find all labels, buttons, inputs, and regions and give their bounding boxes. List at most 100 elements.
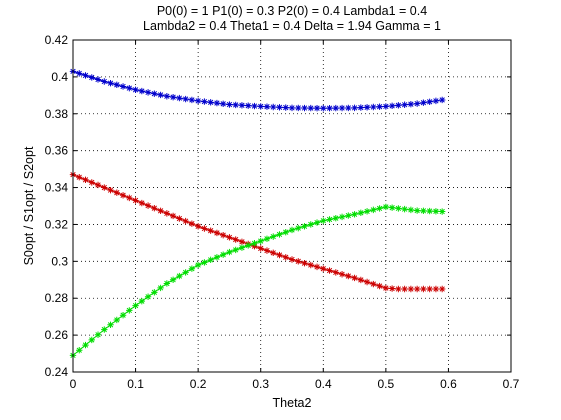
series-3-point <box>320 217 327 224</box>
series-3-point <box>357 209 365 217</box>
series-2-point <box>288 256 296 263</box>
series-3-point <box>288 226 296 234</box>
series-1-point <box>295 104 302 112</box>
series-1-point <box>307 104 314 112</box>
series-3-point <box>401 205 408 213</box>
series-3-point <box>107 321 114 328</box>
series-1-point <box>420 99 427 106</box>
series-2-point <box>113 189 120 196</box>
y-axis-label: S0opt / S1opt / S2opt <box>22 146 36 265</box>
series-3-point <box>413 207 421 214</box>
series-2-point <box>257 245 264 252</box>
series-3-point <box>88 336 95 344</box>
series-3-point <box>101 326 108 333</box>
series-2-point <box>88 179 95 186</box>
series-2-point <box>363 278 371 286</box>
series-1-point <box>288 104 296 112</box>
series-2-point <box>182 217 189 225</box>
series-3-point <box>163 280 171 287</box>
series-2-point <box>276 251 283 259</box>
series-2-point <box>388 285 396 292</box>
series-2-point <box>270 249 277 257</box>
series-2-point <box>226 234 233 241</box>
series-1-point <box>257 103 264 110</box>
series-1-point <box>132 86 139 93</box>
series-1-point <box>88 74 95 81</box>
series-1-point <box>432 97 440 105</box>
series-3-point <box>363 208 371 215</box>
series-2-point <box>219 231 227 239</box>
series-2-point <box>332 269 339 276</box>
series-3-point <box>138 297 146 305</box>
title-line-1: P0(0) = 1 P1(0) = 0.3 P2(0) = 0.4 Lambda… <box>157 4 427 18</box>
series-1-point <box>151 90 158 97</box>
series-1-point <box>320 105 327 112</box>
series-1-point <box>194 97 202 105</box>
series-2-point <box>176 215 183 222</box>
series-3-point <box>82 341 89 349</box>
series-1-point <box>226 101 233 108</box>
series-1-point <box>270 103 277 111</box>
series-1-point <box>138 87 146 95</box>
series-1-point <box>251 102 258 110</box>
series-3-point <box>257 237 264 245</box>
series-2-point <box>144 202 152 209</box>
series-3-point <box>420 207 427 215</box>
series-3-point <box>201 259 208 266</box>
series-3-point <box>169 276 177 283</box>
series-1-point <box>238 102 246 109</box>
series-1-point <box>357 104 365 111</box>
series-1-point <box>345 104 352 112</box>
series-3-point <box>388 204 396 211</box>
y-tick-label: 0.32 <box>45 217 69 231</box>
series-3-point <box>132 302 139 309</box>
y-tick-label: 0.3 <box>51 254 68 268</box>
y-tick-label: 0.24 <box>45 365 69 379</box>
series-2-point <box>76 174 83 181</box>
series-2-point <box>132 197 139 204</box>
series-3-point <box>194 261 202 269</box>
series-1-point <box>338 104 346 112</box>
series-1-point <box>176 94 183 102</box>
series-2-point <box>163 210 171 217</box>
series-1-point <box>245 102 252 109</box>
series-3-point <box>326 216 333 223</box>
series-3-point <box>382 203 390 211</box>
series-3-point <box>94 331 102 338</box>
series-3 <box>69 203 446 359</box>
series-2-point <box>432 285 440 293</box>
series-3-point <box>245 242 252 249</box>
series-1-point <box>232 101 239 109</box>
series-3-point <box>263 235 271 243</box>
series-3-point <box>338 213 346 221</box>
series-2-point <box>307 261 314 269</box>
series-3-point <box>126 307 133 314</box>
series-3-point <box>176 272 183 280</box>
series-1-point <box>107 79 114 87</box>
series-2-point <box>376 282 383 290</box>
series-1-point <box>113 81 120 89</box>
series-1-point <box>382 103 390 110</box>
series-3-point <box>301 223 308 230</box>
series-layer <box>69 68 446 359</box>
series-1-point <box>326 104 333 112</box>
series-2-point <box>357 276 365 284</box>
series-1-point <box>413 100 421 107</box>
series-3-point <box>332 214 339 222</box>
series-2-point <box>345 272 352 280</box>
series-3-point <box>426 207 433 215</box>
series-1 <box>69 68 446 112</box>
series-3-point <box>232 246 239 254</box>
series-1-point <box>101 78 108 85</box>
x-axis-label: Theta2 <box>273 396 312 410</box>
series-2-point <box>426 285 433 293</box>
series-3-point <box>219 251 227 258</box>
series-1-point <box>169 93 177 101</box>
series-1-point <box>119 83 127 90</box>
series-2-point <box>138 199 146 207</box>
series-2 <box>69 171 446 293</box>
series-3-point <box>313 219 321 226</box>
series-1-point <box>301 104 308 112</box>
series-1-point <box>370 103 377 111</box>
